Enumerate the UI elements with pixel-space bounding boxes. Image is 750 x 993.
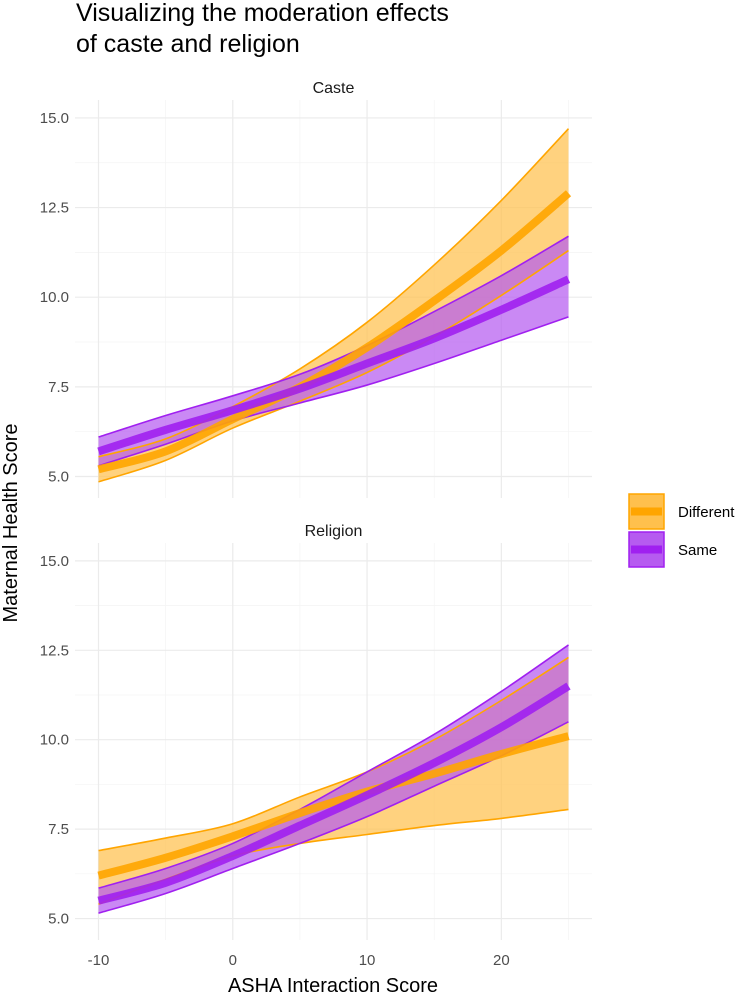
x-tick-label: 10 xyxy=(359,952,376,969)
caste-lower-bound-different xyxy=(98,249,569,483)
caste-upper-bound-different xyxy=(98,128,570,458)
facet-label-religion: Religion xyxy=(305,523,363,540)
legend-label-different: Different xyxy=(678,504,735,521)
religion-series-line-different xyxy=(97,732,570,880)
caste-y-tick-label: 12.5 xyxy=(40,200,69,217)
caste-upper-bound-same xyxy=(98,235,569,438)
religion-y-tick-label: 5.0 xyxy=(48,911,69,928)
religion-upper-bound-different xyxy=(98,656,569,852)
chart-title-line-1: Visualizing the moderation effects xyxy=(76,0,449,27)
caste-series-line-different xyxy=(97,190,572,474)
panel-religion: Religion 5.0 7.5 10.0 12.5 15.0 xyxy=(40,523,592,940)
legend-item-same: Same xyxy=(628,531,717,568)
caste-y-tick-label: 15.0 xyxy=(40,110,69,127)
religion-y-tick-label: 15.0 xyxy=(40,553,69,570)
caste-lower-bound-same xyxy=(98,316,569,467)
religion-y-tick-label: 12.5 xyxy=(40,642,69,659)
x-axis-title: ASHA Interaction Score xyxy=(228,975,438,993)
legend-label-same: Same xyxy=(678,542,717,559)
y-axis-title: Maternal Health Score xyxy=(0,424,22,623)
legend-item-different: Different xyxy=(628,493,735,530)
x-tick-label: 20 xyxy=(493,952,510,969)
religion-upper-bound-same xyxy=(98,644,569,889)
x-tick-label: 0 xyxy=(229,952,237,969)
caste-y-tick-label: 7.5 xyxy=(48,379,69,396)
religion-y-tick-label: 10.0 xyxy=(40,732,69,749)
religion-series-line-same xyxy=(97,682,571,905)
caste-series-line-same xyxy=(97,275,571,456)
caste-y-tick-label: 5.0 xyxy=(48,468,69,485)
legend: Different Same xyxy=(628,493,735,568)
caste-y-tick-label: 10.0 xyxy=(40,289,69,306)
facet-label-caste: Caste xyxy=(313,80,355,97)
x-tick-label: -10 xyxy=(88,952,110,969)
caste-ribbon-same xyxy=(98,236,569,466)
religion-y-tick-label: 7.5 xyxy=(48,821,69,838)
chart-title-line-2: of caste and religion xyxy=(76,30,300,58)
panel-caste: Caste 5.0 7.5 10.0 12.5 15.0 xyxy=(40,80,592,498)
